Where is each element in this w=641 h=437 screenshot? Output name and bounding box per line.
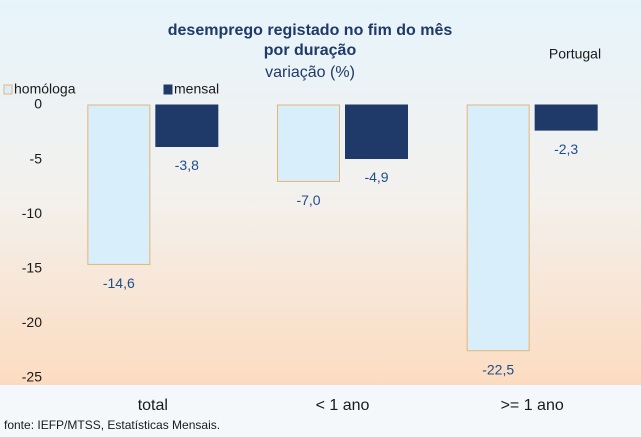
bar xyxy=(155,104,219,147)
bar xyxy=(87,104,151,265)
y-tick-label: -10 xyxy=(22,205,42,221)
chart-title: por duração xyxy=(264,42,357,59)
value-label: -22,5 xyxy=(482,361,514,377)
x-tick-label: < 1 ano xyxy=(316,397,370,414)
annotation: Portugal xyxy=(549,46,601,62)
source: fonte: IEFP/MTSS, Estatísticas Mensais. xyxy=(4,418,220,432)
bar xyxy=(345,104,408,160)
y-tick-label: -25 xyxy=(22,369,42,385)
value-label: -14,6 xyxy=(103,275,135,291)
y-tick-label: -5 xyxy=(30,150,43,166)
bar xyxy=(534,104,598,131)
value-label: -4,9 xyxy=(364,169,388,185)
value-label: -3,8 xyxy=(175,157,199,173)
chart-title: desemprego registado no fim do mês xyxy=(168,22,453,39)
chart-subtitle: variação (%) xyxy=(265,64,355,81)
y-tick-label: -15 xyxy=(22,260,42,276)
legend-label: mensal xyxy=(174,81,219,97)
y-tick-label: -20 xyxy=(22,314,42,330)
legend-label: homóloga xyxy=(14,81,76,97)
legend-swatch xyxy=(3,84,13,95)
value-label: -7,0 xyxy=(296,192,320,208)
y-tick-label: 0 xyxy=(34,96,42,112)
bar xyxy=(277,104,340,182)
bar xyxy=(466,104,530,352)
legend-swatch xyxy=(163,84,173,95)
x-tick-label: total xyxy=(138,397,168,414)
value-label: -2,3 xyxy=(554,141,578,157)
x-tick-label: >= 1 ano xyxy=(501,397,564,414)
